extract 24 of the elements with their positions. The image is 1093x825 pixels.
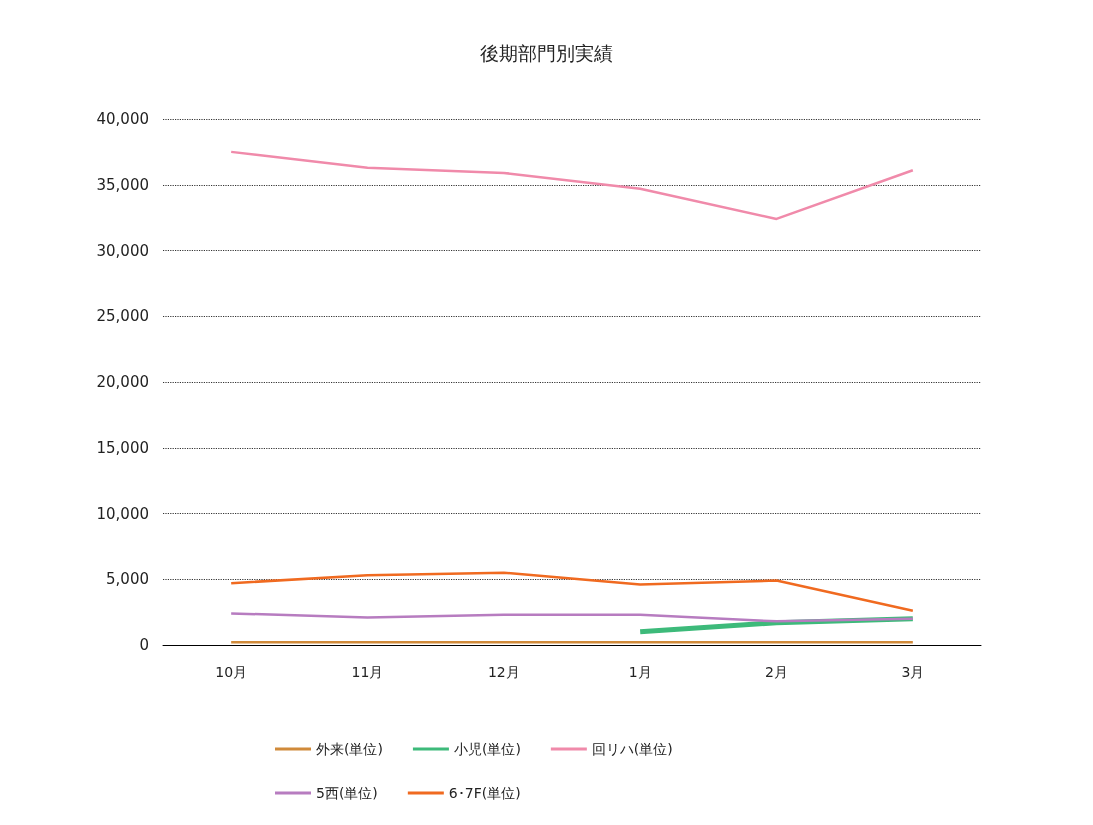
legend-label: 外来(単位) [316,741,383,757]
legend-label: 5西(単位) [316,785,378,801]
y-tick-label: 20,000 [96,373,149,391]
y-tick-label: 30,000 [96,241,149,260]
x-tick-label: 3月 [901,664,925,680]
x-tick-label: 11月 [351,664,384,680]
y-tick-label: 5,000 [106,570,149,589]
line-series [229,150,915,221]
legend-label: 小児(単位) [453,741,521,757]
legend-label: 回リハ(単位) [591,741,673,757]
x-tick-label: 12月 [487,664,520,680]
legend-label: 6･7F(単位) [448,785,521,801]
y-tick-label: 25,000 [96,307,149,326]
y-tick-label: 40,000 [96,110,149,128]
x-tick-label: 1月 [628,664,652,680]
x-tick-label: 2月 [765,664,788,680]
x-tick-label: 10月 [215,664,248,680]
y-tick-label: 0 [139,636,149,654]
y-tick-label: 10,000 [96,504,149,523]
y-tick-label: 15,000 [96,438,149,457]
line-series [229,571,915,613]
chart-title: 後期部門別実績 [480,41,613,64]
y-tick-label: 35,000 [96,175,149,194]
line-series [229,612,915,623]
